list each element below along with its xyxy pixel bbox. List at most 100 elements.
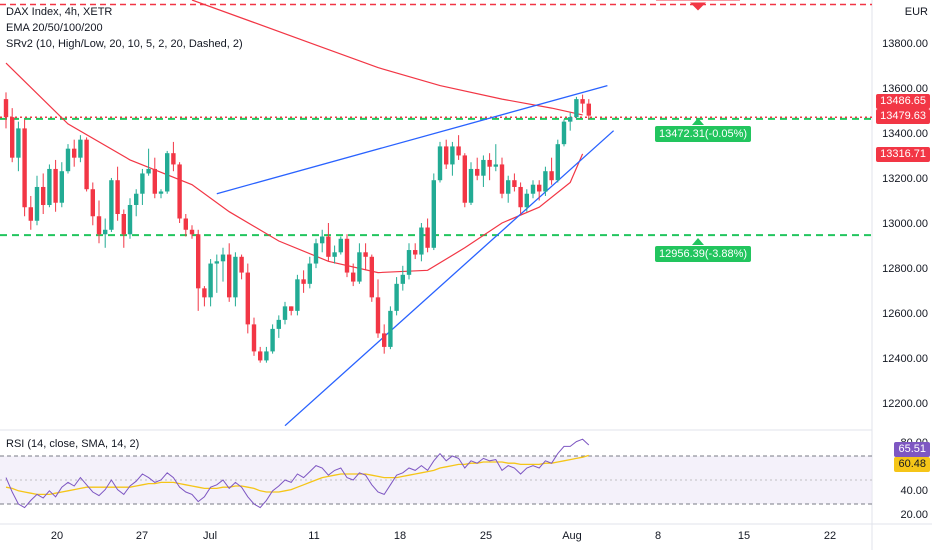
candle-body xyxy=(214,261,219,264)
candle-body xyxy=(3,99,9,118)
candle-body xyxy=(586,103,591,116)
candle-body xyxy=(22,128,27,208)
rsi-tick-label: 40.00 xyxy=(900,485,928,497)
price-tick-label: 13800.00 xyxy=(882,38,928,51)
legend-title[interactable]: DAX Index, 4h, XETR xyxy=(6,6,113,18)
prev-price-tag: 13479.63 xyxy=(876,109,930,124)
candle-body xyxy=(537,184,542,192)
legend-rsi[interactable]: RSI (14, close, SMA, 14, 2) xyxy=(6,438,140,450)
ema-long-line xyxy=(191,0,583,116)
candle-body xyxy=(220,254,226,262)
candle-body xyxy=(134,193,139,205)
candle-body xyxy=(140,173,145,194)
candle-body xyxy=(208,263,213,298)
candle-body xyxy=(431,180,436,248)
time-tick-label: Jul xyxy=(202,530,218,542)
candle-body xyxy=(499,164,505,194)
candle-body xyxy=(375,297,381,334)
candle-body xyxy=(115,180,120,214)
candle-body xyxy=(313,243,319,264)
candle-body xyxy=(574,99,579,118)
candle-body xyxy=(158,191,164,194)
candle-body xyxy=(127,204,133,235)
candle-body xyxy=(462,155,467,203)
candle-body xyxy=(437,146,443,181)
candle-body xyxy=(394,283,399,311)
candle-body xyxy=(506,180,511,194)
candle-body xyxy=(326,236,331,257)
candle-body xyxy=(400,274,405,284)
candle-body xyxy=(171,153,176,165)
candle-body xyxy=(549,171,554,181)
time-tick-label: 27 xyxy=(135,530,149,542)
legend-srv2[interactable]: SRv2 (10, High/Low, 20, 10, 5, 2, 20, Da… xyxy=(6,38,243,50)
candle-body xyxy=(388,310,393,347)
trendline-lower xyxy=(284,130,615,427)
candle-body xyxy=(289,306,294,311)
time-tick-label: 18 xyxy=(393,530,407,542)
candle-body xyxy=(307,263,312,284)
price-tick-label: 13200.00 xyxy=(882,173,928,186)
candle-body xyxy=(59,171,64,203)
candle-body xyxy=(41,186,46,205)
candle-body xyxy=(450,146,455,165)
price-tick-label: 12800.00 xyxy=(882,263,928,276)
candle-body xyxy=(165,153,170,192)
price-tick-label: 13600.00 xyxy=(882,83,928,96)
candle-body xyxy=(481,159,486,176)
candle-body xyxy=(468,168,474,203)
candle-body xyxy=(555,144,560,181)
candle-body xyxy=(282,306,288,320)
candle-body xyxy=(320,236,325,244)
candle-body xyxy=(524,193,529,208)
candle-body xyxy=(475,168,480,176)
time-tick-label: Aug xyxy=(562,530,582,542)
rsi-tick-label: 20.00 xyxy=(900,509,928,521)
candle-body xyxy=(239,256,244,273)
candle-body xyxy=(72,148,77,158)
candle-body xyxy=(227,254,232,298)
price-tick-label: 13000.00 xyxy=(882,218,928,231)
candle-body xyxy=(96,216,102,235)
candle-body xyxy=(493,164,498,167)
rsi-ma-line xyxy=(5,454,589,496)
time-tick-label: 20 xyxy=(50,530,64,542)
candle-body xyxy=(276,319,281,329)
candle-body xyxy=(183,218,188,230)
support-pointer xyxy=(692,238,704,245)
candle-body xyxy=(53,168,58,203)
candle-body xyxy=(580,99,585,104)
candle-body xyxy=(78,139,83,158)
candle-body xyxy=(16,128,21,158)
candle-body xyxy=(512,180,517,187)
candle-body xyxy=(456,146,461,156)
candle-body xyxy=(444,146,449,165)
candle-body xyxy=(487,159,492,167)
resistance-pointer xyxy=(692,118,704,125)
top-level-marker xyxy=(690,2,706,11)
trendline-upper xyxy=(216,84,608,195)
candle-body xyxy=(103,229,108,235)
candle-body xyxy=(363,252,368,257)
candle-body xyxy=(413,250,418,255)
time-tick-label: 22 xyxy=(823,530,837,542)
time-tick-label: 25 xyxy=(479,530,493,542)
candle-body xyxy=(152,168,157,194)
candle-body xyxy=(530,184,536,194)
legend-ema[interactable]: EMA 20/50/100/200 xyxy=(6,22,103,34)
time-tick-label: 11 xyxy=(308,530,320,542)
candle-body xyxy=(425,227,430,248)
candle-body xyxy=(258,351,263,361)
time-tick-label: 8 xyxy=(654,530,662,542)
candle-body xyxy=(245,272,250,325)
price-tick-label: 12600.00 xyxy=(882,308,928,321)
resistance-label: 13472.31(-0.05%) xyxy=(655,126,752,142)
price-tick-label: 13400.00 xyxy=(882,128,928,141)
last-price-tag: 13486.65 xyxy=(876,94,930,109)
candle-body xyxy=(568,117,573,122)
currency-label: EUR xyxy=(904,6,928,18)
candle-body xyxy=(357,252,362,282)
rsi-value-tag: 65.51 xyxy=(894,442,930,457)
candle-body xyxy=(301,279,306,284)
candle-body xyxy=(34,186,40,221)
